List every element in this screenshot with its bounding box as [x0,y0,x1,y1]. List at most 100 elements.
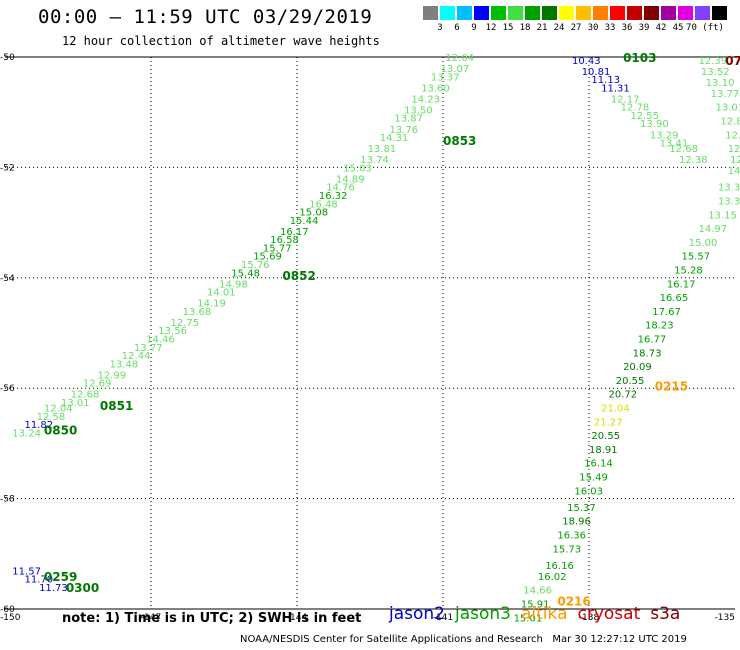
latitude-label: -56 [0,384,15,394]
color-swatch [627,6,642,20]
wave-height-value: 16.17 [667,279,696,290]
color-legend-label: 27 [570,23,582,33]
wave-height-value: 18.96 [562,517,591,528]
wave-height-value: 12.69 [83,379,112,390]
observations-layer: 12.0413.0713.3713.6014.2313.5013.8713.76… [12,53,740,624]
color-legend-label: 42 [655,23,667,33]
wave-height-value: 12.8 [728,144,740,155]
color-swatch [576,6,591,20]
color-swatch [508,6,523,20]
wave-height-value: 15.00 [689,238,718,249]
color-legend-label: 6 [454,23,460,33]
wave-height-value: 12.68 [669,144,698,155]
latitude-label: -52 [0,163,15,173]
satellite-jason2: jason2 [389,604,445,624]
map-title: 00:00 – 11:59 UTC 03/29/2019 [38,6,373,28]
wave-height-value: 13.56 [158,326,187,337]
wave-height-value: 14.31 [380,133,409,144]
wave-height-value: 15.28 [674,266,703,277]
wave-height-value: 15.49 [579,473,608,484]
longitude-label: -150 [0,613,21,623]
wave-height-value: 14.01 [207,288,236,299]
color-swatch [593,6,608,20]
color-swatch [542,6,557,20]
wave-height-value: 13.48 [110,359,139,370]
pass-time-label: 0851 [100,399,133,413]
wave-height-value: 16.77 [638,335,667,346]
wave-height-value: 13.41 [660,139,689,150]
wave-height-value: 12.04 [445,53,474,64]
map-subtitle: 12 hour collection of altimeter wave hei… [62,34,380,48]
wave-height-value: 16.48 [309,199,338,210]
wave-height-value: 13.37 [431,72,460,83]
wave-height-value: 20.72 [608,390,637,401]
wave-height-value: 12.55 [630,111,659,122]
wave-height-value: 13.52 [701,67,730,78]
color-legend-label: 9 [471,23,477,33]
color-swatch [440,6,455,20]
color-legend-label: 21 [536,23,548,33]
color-legend-label: 15 [502,23,514,33]
latitude-label: -50 [0,53,15,63]
pass-time-label: 0300 [66,581,99,595]
wave-height-value: 15.08 [299,208,328,219]
longitude-label: -141 [433,613,453,623]
wave-height-value: 14.98 [219,279,248,290]
wave-height-value: 13.50 [404,105,433,116]
wave-height-value: 14.76 [326,183,355,194]
wave-height-value: 13.77 [134,343,163,354]
pass-time-label: 0850 [44,424,77,438]
longitude-label: -135 [715,613,735,623]
axis-labels: -150 -147 -144 -141 -138 -135 -50 -52 -54 -56 -58 -… [0,53,735,623]
wave-height-value: 15.76 [241,260,270,271]
color-swatch [712,6,727,20]
wave-height-value: 15.57 [681,252,710,263]
wave-height-value: 18.73 [633,348,662,359]
color-swatch [610,6,625,20]
wave-height-value: 18.23 [645,321,674,332]
pass-time-label: 0216 [557,595,590,609]
wave-height-value: 16.03 [574,486,603,497]
wave-height-value: 13.01 [716,103,740,114]
wave-height-value: 16.58 [270,235,299,246]
wave-height-value: 13.81 [368,144,397,155]
wave-height-value: 15.01 [514,613,543,624]
wave-height-value: 15.77 [263,243,292,254]
satellite-s3a: s3a [650,604,681,624]
color-legend-label: 36 [621,23,633,33]
wave-height-value: 11.13 [591,75,620,86]
color-legend-label: 39 [638,23,650,33]
wave-height-value: 20.55 [616,376,645,387]
wave-height-value: 10.43 [572,56,601,67]
color-legend-label: 24 [553,23,565,33]
color-swatch [491,6,506,20]
wave-height-value: 13.77 [711,89,740,100]
wave-height-value: 21.27 [594,417,623,428]
wave-height-value: 20.55 [591,431,620,442]
color-legend-label: 33 [604,23,616,33]
wave-height-value: 16.65 [660,293,689,304]
wave-height-value: 12.80 [720,116,740,127]
wave-height-value: 13.07 [441,64,470,75]
color-legend-label: 3 [437,23,443,33]
pass-time-label: 0103 [623,51,656,65]
credit-line: NOAA/NESDIS Center for Satellite Applica… [240,634,687,645]
wave-height-value: 12.68 [71,390,100,401]
longitude-label: -147 [141,613,161,623]
wave-height-value: 13.90 [640,119,669,130]
color-legend-label: 45 [672,23,684,33]
longitude-label: -144 [287,613,308,623]
wave-height-value: 12.75 [170,318,199,329]
wave-height-value: 16.02 [538,572,567,583]
wave-height-value: 13.10 [706,78,735,89]
color-swatch [423,6,438,20]
pass-time-label: 0259 [44,570,77,584]
wave-height-value: 18.91 [589,445,618,456]
wave-height-value: 12.38 [679,155,708,166]
map-frame [5,56,735,610]
color-swatch [457,6,472,20]
wave-height-value: 14.19 [197,299,226,310]
wave-height-value: 14.46 [146,335,175,346]
wave-height-value: 13.15 [708,210,737,221]
